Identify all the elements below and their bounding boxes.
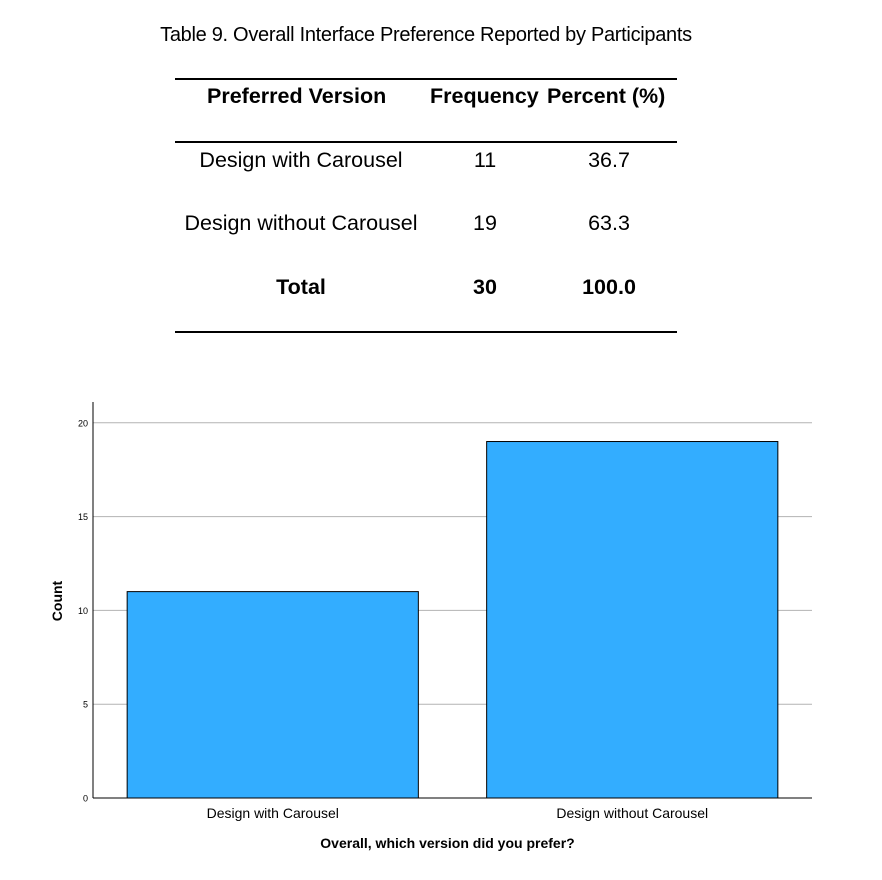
row-1-version: Design with Carousel: [199, 148, 403, 172]
table-top-rule: [175, 78, 677, 80]
x-tick-label: Design with Carousel: [207, 805, 339, 821]
row-1-frequency: 11: [473, 148, 497, 172]
bar: [126, 591, 419, 799]
x-tick-label: Design without Carousel: [556, 805, 708, 821]
total-label: Total: [276, 275, 326, 299]
y-tick-label: 0: [83, 794, 88, 804]
table-bottom-rule: [175, 331, 677, 333]
header-frequency: Frequency: [430, 84, 539, 108]
x-axis-title: Overall, which version did you prefer?: [320, 835, 574, 851]
row-2-percent: 63.3: [588, 211, 630, 235]
y-tick-label: 5: [83, 700, 88, 710]
total-percent: 100.0: [582, 275, 636, 299]
bar: [486, 441, 779, 799]
bar-chart: 0 5 10 15 20 Design with Carousel Design witho…: [49, 402, 812, 851]
table-header-rule: [175, 141, 677, 143]
row-2-frequency: 19: [473, 211, 497, 235]
y-tick-label: 10: [78, 606, 88, 616]
row-2-version: Design without Carousel: [184, 211, 418, 235]
y-axis-title: Count: [49, 580, 65, 621]
table-caption: Table 9. Overall Interface Preference Re…: [160, 24, 692, 46]
header-percent: Percent (%): [547, 84, 666, 108]
y-tick-label: 15: [78, 512, 88, 522]
y-tick-label: 20: [78, 418, 88, 428]
total-frequency: 30: [473, 275, 497, 299]
row-1-percent: 36.7: [588, 148, 630, 172]
header-preferred-version: Preferred Version: [207, 84, 387, 108]
